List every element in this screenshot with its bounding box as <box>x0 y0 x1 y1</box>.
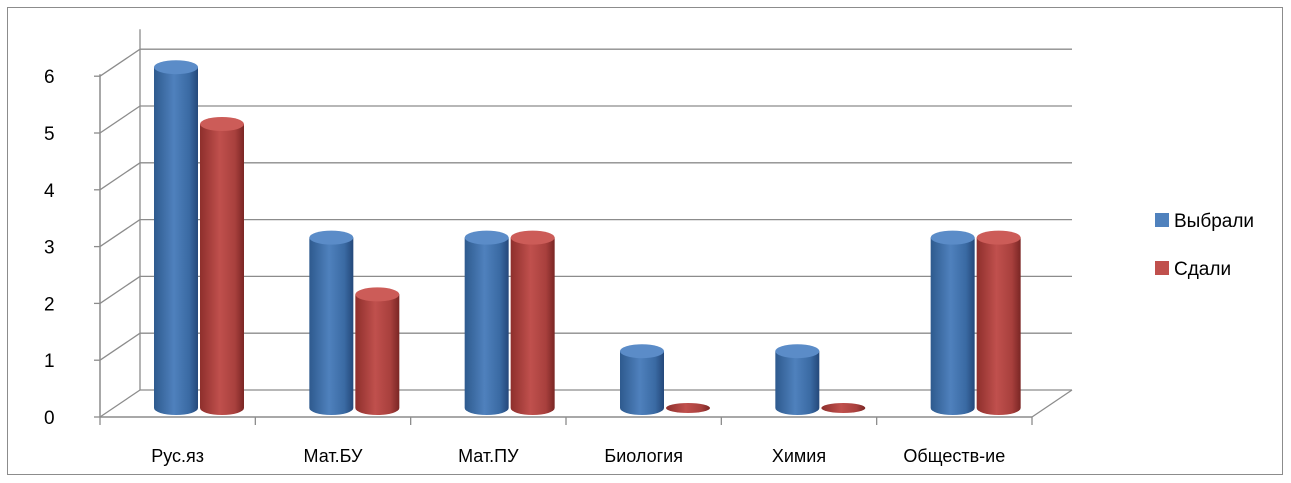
bar-top <box>775 344 820 359</box>
bar-red <box>200 117 244 415</box>
grid-side-line <box>99 389 141 418</box>
bar-body <box>775 351 820 416</box>
x-tick-label: Обществ-ие <box>903 446 1005 466</box>
bar-top <box>976 230 1021 245</box>
bar-red <box>976 230 1021 416</box>
bar-top <box>620 344 664 359</box>
bar-red <box>510 230 555 415</box>
floor-edge <box>1031 389 1073 418</box>
bar-top <box>355 287 400 302</box>
grid-side-line <box>99 332 141 361</box>
legend-label: Выбрали <box>1174 211 1254 232</box>
bar-red <box>821 403 866 413</box>
bar-top <box>510 230 555 245</box>
legend-swatch <box>1155 213 1169 227</box>
grid-side-line <box>99 48 141 77</box>
bar-top <box>154 60 198 75</box>
y-tick-label: 4 <box>44 181 55 202</box>
bar-body <box>976 237 1021 416</box>
y-tick-label: 2 <box>44 294 55 315</box>
bar-top <box>464 230 509 245</box>
bar-zero-disc <box>821 403 866 413</box>
bar-blue <box>464 230 509 416</box>
x-tick-label: Рус.яз <box>151 446 204 466</box>
bar-blue <box>775 344 820 416</box>
bar-top <box>200 117 244 131</box>
bar-body <box>464 237 509 416</box>
x-tick-label: Мат.ПУ <box>458 446 519 466</box>
bar-top <box>309 230 354 245</box>
bar-body <box>154 67 198 415</box>
bar-body <box>309 237 354 416</box>
bar-red <box>666 403 710 413</box>
grid-side-line <box>99 105 141 134</box>
bar-body <box>620 351 664 415</box>
y-tick-label: 6 <box>44 67 55 88</box>
bar-body <box>510 237 555 415</box>
grid-side-line <box>99 162 141 191</box>
y-tick-label: 1 <box>44 351 55 372</box>
bar-body <box>200 124 244 415</box>
bar-blue <box>930 230 975 416</box>
legend-label: Сдали <box>1174 259 1231 280</box>
grid-side-line <box>99 275 141 304</box>
bar-zero-disc <box>666 403 710 413</box>
y-tick-label: 3 <box>44 238 55 259</box>
x-tick-label: Биология <box>604 446 683 466</box>
bar-red <box>355 287 400 416</box>
bar-blue <box>620 344 664 415</box>
bar-top <box>930 230 975 245</box>
bar-body <box>930 237 975 416</box>
bar-body <box>355 294 400 416</box>
x-tick-label: Мат.БУ <box>304 446 363 466</box>
grid-side-line <box>99 219 141 248</box>
y-tick-label: 5 <box>44 124 55 145</box>
bar-blue <box>154 60 198 415</box>
legend-swatch <box>1155 261 1169 275</box>
y-tick-label: 0 <box>44 408 55 429</box>
x-tick-label: Химия <box>772 446 826 466</box>
bar-blue <box>309 230 354 416</box>
